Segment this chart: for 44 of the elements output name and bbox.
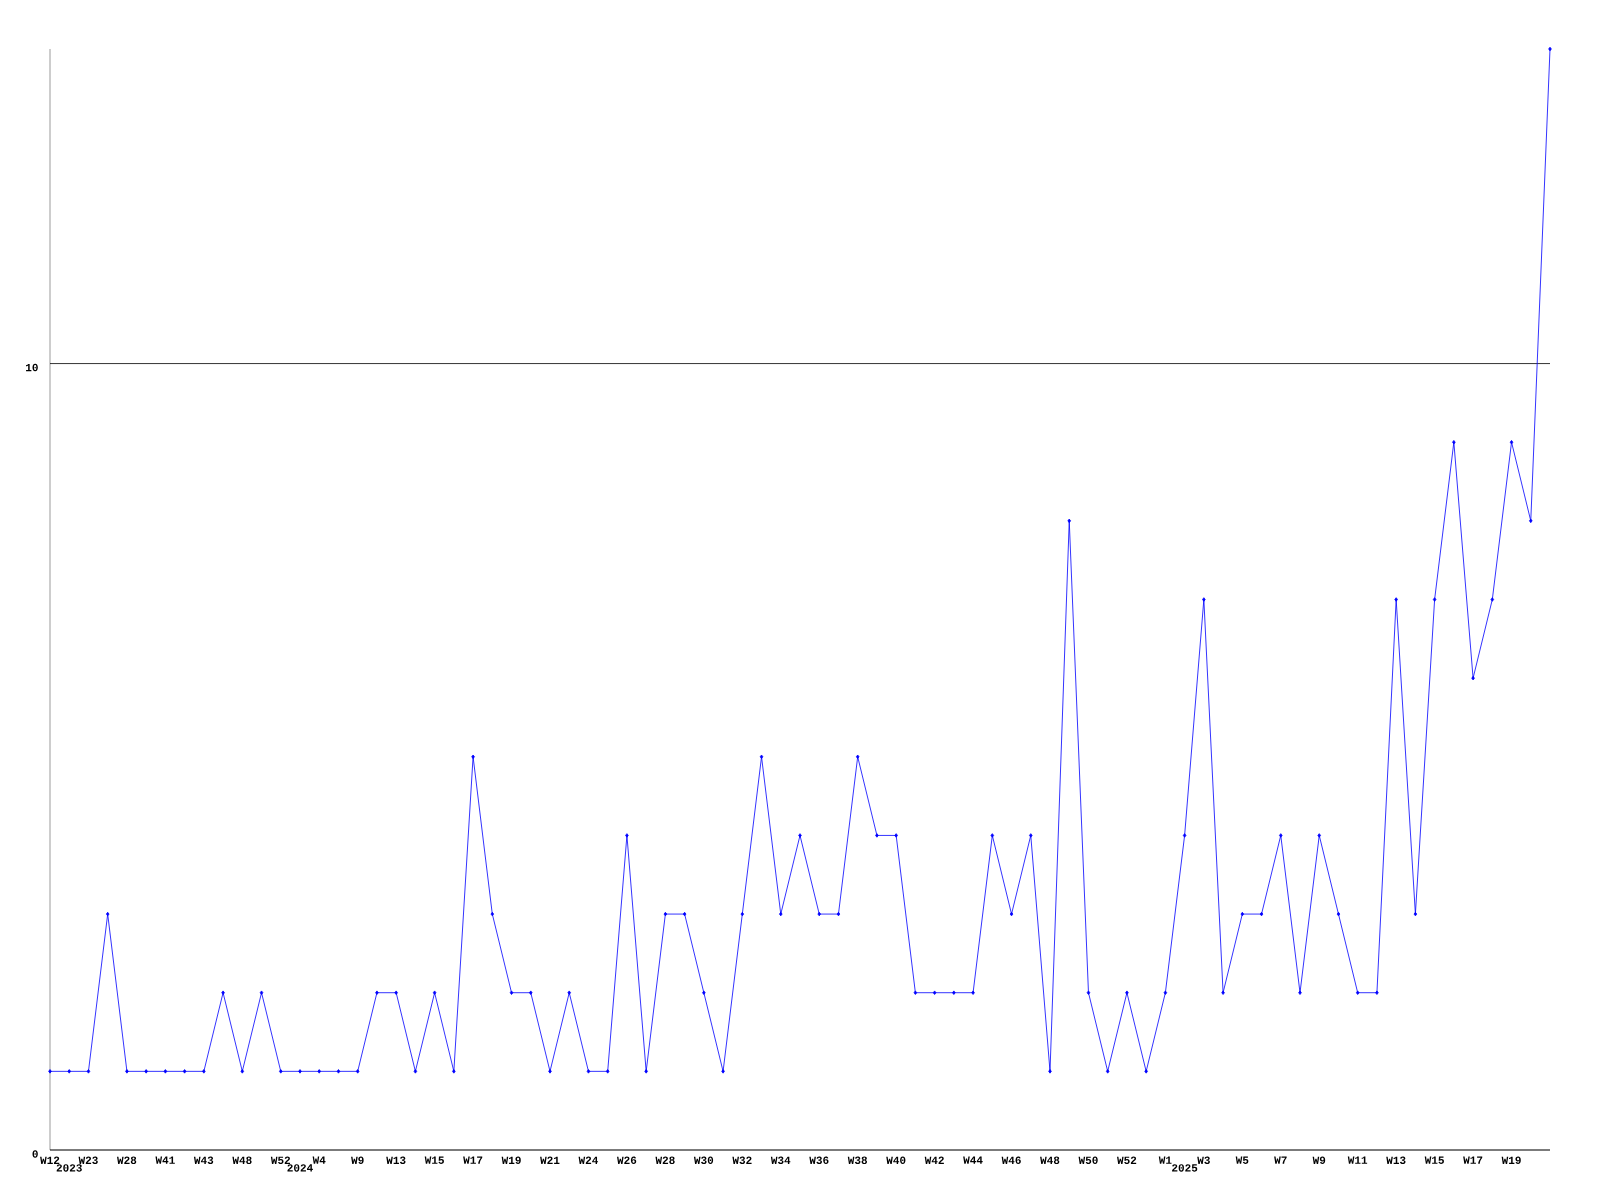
x-tick-label: W28 bbox=[655, 1156, 675, 1164]
x-tick-label: W13 bbox=[1386, 1156, 1406, 1165]
x-tick-label: W43 bbox=[193, 1156, 214, 1165]
x-tick-label: W36 bbox=[809, 1156, 829, 1165]
y-tick-label: 0 bbox=[32, 1150, 38, 1158]
x-tick-label: 2023 bbox=[56, 1164, 82, 1172]
x-tick-label: W24 bbox=[578, 1156, 599, 1164]
x-tick-label: W11 bbox=[1347, 1156, 1368, 1164]
x-tick-label: W23 bbox=[78, 1156, 98, 1165]
x-tick-label: W17 bbox=[1463, 1156, 1483, 1164]
x-tick-label: W9 bbox=[351, 1156, 364, 1164]
x-tick-label: W17 bbox=[463, 1156, 483, 1164]
x-tick-label: W50 bbox=[1078, 1156, 1098, 1164]
x-tick-label: W48 bbox=[1040, 1156, 1060, 1164]
x-tick-label: W19 bbox=[1501, 1156, 1521, 1164]
x-tick-label: W15 bbox=[424, 1156, 444, 1164]
x-tick-label: W19 bbox=[501, 1156, 521, 1164]
x-tick-label: W15 bbox=[1424, 1156, 1444, 1164]
x-tick-label: W12 bbox=[40, 1156, 60, 1164]
x-tick-label: W52 bbox=[1117, 1156, 1137, 1164]
x-tick-label: W44 bbox=[963, 1156, 983, 1164]
x-tick-label: W40 bbox=[886, 1156, 906, 1164]
y-tick-label: 10 bbox=[26, 363, 38, 372]
x-tick-label: 2025 bbox=[1172, 1164, 1198, 1172]
x-tick-label: W4 bbox=[312, 1156, 326, 1164]
x-tick-label: W52 bbox=[270, 1156, 291, 1164]
x-tick-label: W46 bbox=[1001, 1156, 1021, 1164]
x-tick-label: W30 bbox=[693, 1156, 714, 1165]
x-tick-label: 2024 bbox=[287, 1164, 313, 1172]
x-tick-label: W26 bbox=[617, 1156, 637, 1164]
x-tick-label: W9 bbox=[1312, 1156, 1326, 1164]
x-tick-label: W48 bbox=[232, 1156, 252, 1164]
x-tick-label: W3 bbox=[1197, 1156, 1210, 1165]
x-tick-label: W38 bbox=[847, 1156, 867, 1165]
x-tick-label: W5 bbox=[1235, 1156, 1249, 1164]
x-tick-label: W7 bbox=[1274, 1156, 1287, 1164]
x-tick-label: W32 bbox=[732, 1156, 752, 1165]
x-tick-label: W13 bbox=[386, 1156, 406, 1165]
x-tick-label: W34 bbox=[770, 1156, 791, 1165]
x-tick-label: W1 bbox=[1158, 1156, 1172, 1164]
x-tick-label: W42 bbox=[924, 1156, 944, 1164]
x-tick-label: W21 bbox=[540, 1156, 560, 1164]
x-tick-label: W41 bbox=[155, 1156, 175, 1164]
x-tick-label: W28 bbox=[117, 1156, 137, 1164]
